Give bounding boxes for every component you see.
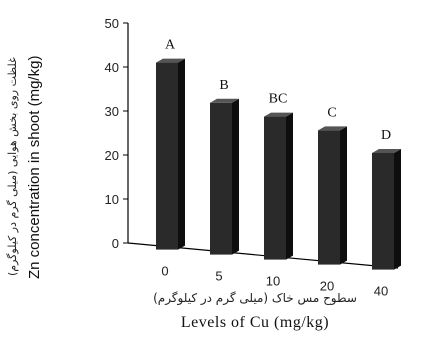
x-axis-label: Levels of Cu (mg/kg) (180, 314, 330, 331)
y-axis-label-persian: غلظت روی بخش هوایی (میلی گرم در کیلوگرم) (6, 57, 19, 277)
y-tick-label: 0 (112, 236, 119, 251)
bar-top (264, 112, 293, 117)
bar-top (372, 148, 401, 153)
x-tick-label: 10 (266, 274, 280, 289)
x-axis-label-persian: سطوح مس خاک (میلی گرم در کیلوگرم) (153, 291, 357, 305)
bars-group (156, 58, 401, 270)
bar (372, 152, 394, 270)
bar (156, 62, 178, 250)
bar (264, 116, 286, 260)
bar-side (232, 98, 239, 255)
x-tick-label: 5 (215, 269, 222, 284)
y-tick-label: 50 (105, 16, 119, 31)
bar-side (286, 112, 293, 260)
y-tick-label: 20 (105, 148, 119, 163)
y-axis-ticks: 0 10 20 30 40 50 (105, 16, 128, 251)
bar-side (178, 58, 185, 250)
x-tick-label: 40 (374, 284, 388, 299)
significance-letter: BC (269, 92, 288, 107)
bar-top (318, 126, 347, 131)
y-tick-label: 40 (105, 60, 119, 75)
significance-letter: D (381, 128, 391, 143)
significance-letters: A B BC C D (165, 38, 391, 143)
y-tick-label: 30 (105, 104, 119, 119)
significance-letter: C (327, 105, 336, 120)
bar (210, 102, 232, 255)
y-tick-label: 10 (105, 192, 119, 207)
significance-letter: B (219, 78, 228, 93)
bar (318, 130, 340, 265)
x-axis-ticks: 0 5 10 20 40 (161, 264, 388, 299)
x-tick-label: 20 (320, 279, 334, 294)
bar-side (394, 148, 401, 270)
bar-side (340, 126, 347, 265)
significance-letter: A (165, 38, 176, 53)
x-tick-label: 0 (161, 264, 168, 279)
bar-top (156, 58, 185, 63)
bar-top (210, 98, 239, 103)
y-axis-label: Zn concentration in shoot (mg/kg) (26, 55, 43, 279)
